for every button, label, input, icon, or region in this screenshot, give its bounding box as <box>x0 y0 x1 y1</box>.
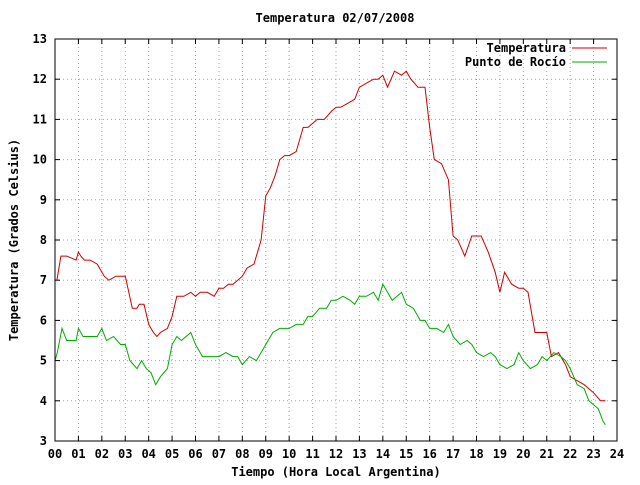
x-axis-ticks: 00 01 02 03 04 05 06 07 08 09 10 11 12 13 14 15 16 17 18 19… <box>48 39 624 461</box>
series-group <box>54 70 606 426</box>
y-tick-label: 10 <box>33 153 47 167</box>
plot-frame <box>54 38 618 442</box>
x-tick-label: 18 <box>469 447 483 461</box>
x-tick-label: 09 <box>259 447 273 461</box>
grid <box>55 39 617 441</box>
y-tick-label: 11 <box>33 112 47 126</box>
legend-label: Punto de Rocío <box>465 55 566 69</box>
x-tick-label: 01 <box>71 447 85 461</box>
y-tick-label: 13 <box>33 32 47 46</box>
x-tick-label: 02 <box>95 447 109 461</box>
y-tick-label: 8 <box>40 233 47 247</box>
x-axis-label: Tiempo (Hora Local Argentina) <box>231 465 441 479</box>
y-tick-label: 5 <box>40 354 47 368</box>
x-tick-label: 07 <box>212 447 226 461</box>
x-tick-label: 21 <box>540 447 554 461</box>
x-tick-label: 17 <box>446 447 460 461</box>
x-tick-label: 10 <box>282 447 296 461</box>
x-tick-label: 13 <box>352 447 366 461</box>
x-tick-label: 23 <box>586 447 600 461</box>
x-tick-label: 00 <box>48 447 62 461</box>
x-tick-label: 05 <box>165 447 179 461</box>
x-tick-label: 04 <box>141 447 155 461</box>
x-tick-label: 14 <box>376 447 390 461</box>
y-tick-label: 7 <box>40 273 47 287</box>
x-tick-label: 22 <box>563 447 577 461</box>
y-tick-label: 4 <box>40 394 47 408</box>
legend-label: Temperatura <box>487 41 566 55</box>
x-tick-label: 19 <box>493 447 507 461</box>
x-tick-label: 20 <box>516 447 530 461</box>
y-tick-label: 9 <box>40 193 47 207</box>
series-line-punto-de-rocio <box>54 282 606 426</box>
x-tick-label: 16 <box>422 447 436 461</box>
x-tick-label: 03 <box>118 447 132 461</box>
y-tick-label: 6 <box>40 313 47 327</box>
y-axis-label: Temperatura (Grados Celsius) <box>7 139 21 341</box>
chart-title: Temperatura 02/07/2008 <box>256 11 415 25</box>
x-tick-label: 08 <box>235 447 249 461</box>
x-tick-label: 24 <box>610 447 624 461</box>
x-tick-label: 06 <box>188 447 202 461</box>
y-axis-ticks: 3 4 5 6 7 8 9 10 11 12 13 <box>33 32 617 448</box>
x-tick-label: 11 <box>305 447 319 461</box>
y-tick-label: 12 <box>33 72 47 86</box>
x-tick-label: 12 <box>329 447 343 461</box>
x-tick-label: 15 <box>399 447 413 461</box>
series-line-temperatura <box>55 70 606 402</box>
y-tick-label: 3 <box>40 434 47 448</box>
